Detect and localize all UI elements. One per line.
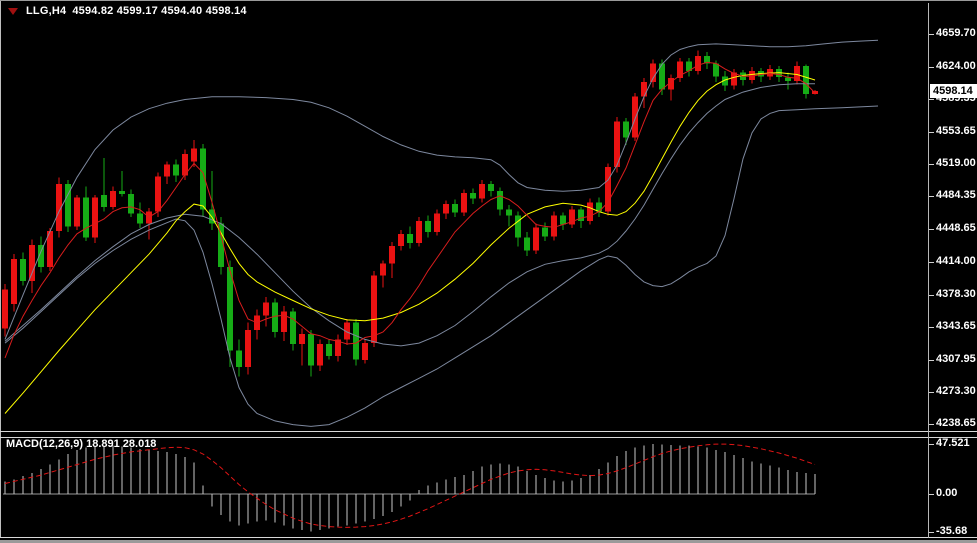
price-axis-label: 4624.00 bbox=[936, 60, 976, 73]
macd-axis-label: 47.521 bbox=[936, 437, 970, 450]
price-axis-label: 4343.65 bbox=[936, 319, 976, 332]
macd-axis-label: 0.00 bbox=[936, 487, 958, 499]
axis-tick-mark bbox=[929, 326, 934, 328]
axis-tick-mark bbox=[929, 391, 934, 393]
price-axis-label: 4659.70 bbox=[936, 27, 976, 39]
panel-separator[interactable] bbox=[0, 431, 977, 432]
symbol-marker-icon[interactable] bbox=[8, 7, 18, 15]
axis-tick-mark bbox=[929, 261, 934, 263]
panel-separator-lower[interactable] bbox=[0, 437, 977, 438]
current-price-tag: 4598.14 bbox=[930, 84, 977, 98]
axis-tick-mark bbox=[929, 67, 934, 69]
indicator-label: MACD(12,26,9) 18.891 28.018 bbox=[6, 438, 157, 450]
symbol-label: LLG,H4 bbox=[26, 5, 67, 17]
axis-tick-mark bbox=[929, 359, 934, 361]
macd-axis-label: -35.68 bbox=[936, 524, 968, 537]
window-left-border bbox=[0, 1, 1, 538]
price-axis-label: 4553.65 bbox=[936, 125, 976, 138]
price-axis-label: 4307.95 bbox=[936, 352, 976, 365]
price-axis-label: 4414.00 bbox=[936, 254, 976, 267]
axis-tick-mark bbox=[929, 423, 934, 425]
ohlc-readout: 4594.82 4599.17 4594.40 4598.14 bbox=[72, 5, 247, 17]
price-axis-border bbox=[928, 3, 929, 538]
price-axis-label: 4238.65 bbox=[936, 416, 976, 429]
axis-tick-mark bbox=[929, 34, 934, 35]
axis-tick-mark bbox=[929, 164, 934, 166]
axis-tick-mark bbox=[929, 132, 934, 134]
macd-panel-bottom-border bbox=[0, 537, 977, 538]
axis-tick-mark bbox=[929, 196, 934, 198]
axis-tick-mark bbox=[929, 99, 934, 101]
axis-tick-mark bbox=[929, 494, 934, 495]
axis-tick-mark bbox=[929, 294, 934, 296]
price-axis-label: 4448.65 bbox=[936, 222, 976, 235]
price-axis-label: 4378.30 bbox=[936, 287, 976, 300]
price-axis-label: 4519.00 bbox=[936, 157, 976, 170]
axis-tick-mark bbox=[929, 531, 934, 533]
axis-tick-mark bbox=[929, 444, 934, 446]
price-axis-label: 4273.30 bbox=[936, 384, 976, 397]
chart-title: LLG,H4 4594.82 4599.17 4594.40 4598.14 bbox=[8, 5, 247, 17]
axis-tick-mark bbox=[929, 229, 934, 231]
price-axis-label: 4484.35 bbox=[936, 189, 976, 202]
